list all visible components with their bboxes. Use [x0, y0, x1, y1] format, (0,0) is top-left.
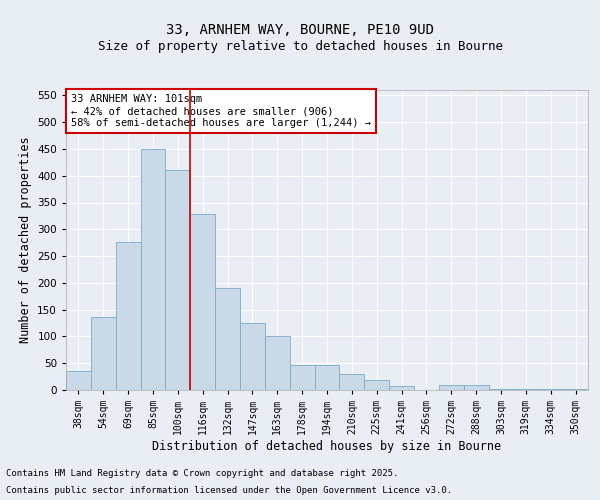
Bar	[140, 149, 166, 390]
Bar	[166, 170, 190, 390]
Bar	[464, 385, 488, 390]
Bar	[116, 242, 140, 390]
Bar	[190, 214, 215, 390]
Text: Size of property relative to detached houses in Bourne: Size of property relative to detached ho…	[97, 40, 503, 53]
Text: 33 ARNHEM WAY: 101sqm
← 42% of detached houses are smaller (906)
58% of semi-det: 33 ARNHEM WAY: 101sqm ← 42% of detached …	[71, 94, 371, 128]
Bar	[340, 374, 364, 390]
Bar	[488, 389, 514, 390]
Bar	[240, 323, 265, 390]
Y-axis label: Number of detached properties: Number of detached properties	[19, 136, 32, 344]
Bar	[66, 371, 91, 390]
Bar	[314, 366, 340, 390]
Bar	[563, 389, 588, 390]
Bar	[364, 380, 389, 390]
Bar	[265, 336, 290, 390]
Bar	[389, 386, 414, 390]
Bar	[290, 366, 314, 390]
X-axis label: Distribution of detached houses by size in Bourne: Distribution of detached houses by size …	[152, 440, 502, 453]
Text: Contains public sector information licensed under the Open Government Licence v3: Contains public sector information licen…	[6, 486, 452, 495]
Bar	[439, 385, 464, 390]
Bar	[91, 316, 116, 390]
Text: 33, ARNHEM WAY, BOURNE, PE10 9UD: 33, ARNHEM WAY, BOURNE, PE10 9UD	[166, 22, 434, 36]
Bar	[215, 288, 240, 390]
Text: Contains HM Land Registry data © Crown copyright and database right 2025.: Contains HM Land Registry data © Crown c…	[6, 468, 398, 477]
